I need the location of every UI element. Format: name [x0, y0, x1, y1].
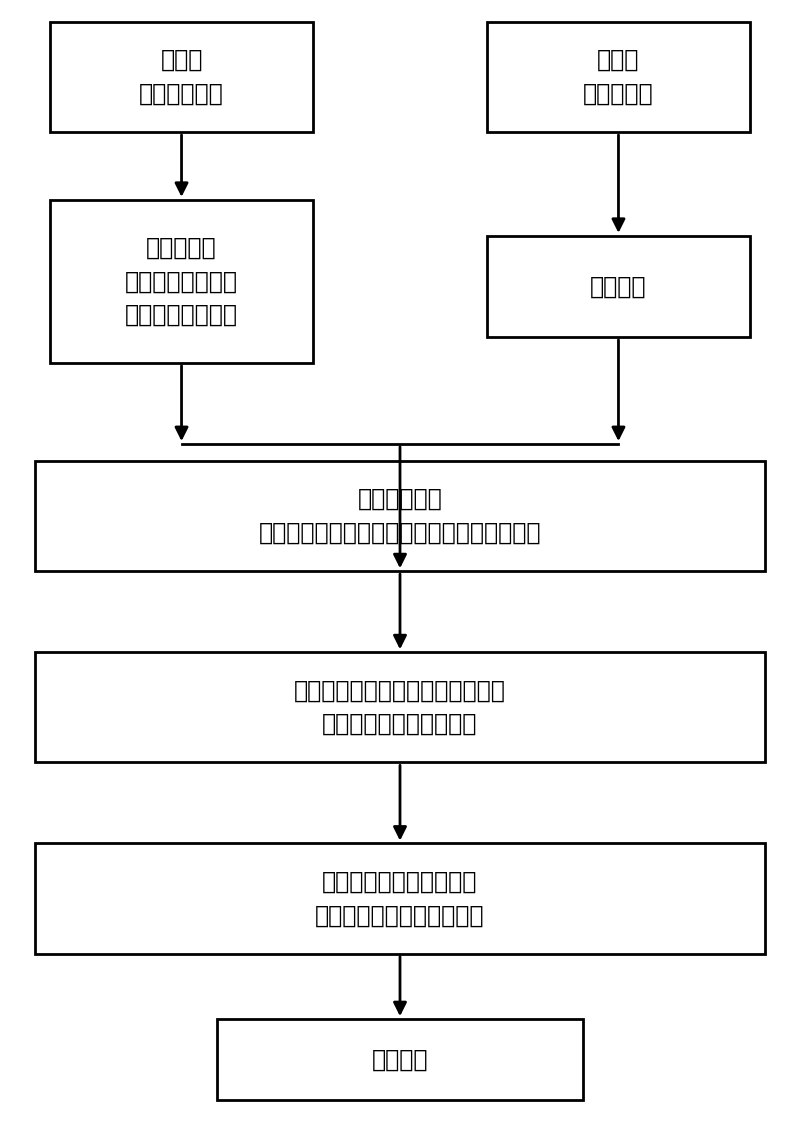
Text: 采用三角切趾函数对复数序列切趾: 采用三角切趾函数对复数序列切趾 [294, 679, 506, 702]
Text: 干涉图: 干涉图 [598, 49, 640, 72]
Text: 组成复数序列: 组成复数序列 [358, 487, 442, 511]
Text: 短双边采样: 短双边采样 [583, 81, 654, 106]
Text: （采用本发明提出: （采用本发明提出 [125, 269, 238, 293]
FancyBboxPatch shape [50, 200, 313, 363]
Text: 的阶跃切趾函数）: 的阶跃切趾函数） [125, 303, 238, 327]
Text: 补零和切趾: 补零和切趾 [146, 235, 217, 259]
FancyBboxPatch shape [218, 1019, 582, 1100]
FancyBboxPatch shape [50, 21, 313, 132]
Text: 两边补零: 两边补零 [590, 275, 646, 299]
Text: 干涉图: 干涉图 [160, 49, 202, 72]
Text: 获得光谱: 获得光谱 [372, 1047, 428, 1071]
Text: 对切趾后的复数序列进行: 对切趾后的复数序列进行 [322, 870, 478, 893]
FancyBboxPatch shape [34, 844, 766, 953]
Text: 过零单边采样: 过零单边采样 [139, 81, 224, 106]
Text: （可采用其它切趾函数）: （可采用其它切趾函数） [322, 713, 478, 736]
FancyBboxPatch shape [487, 235, 750, 337]
FancyBboxPatch shape [34, 653, 766, 762]
Text: （过零单边数据为实部，短双边数据为虚部）: （过零单边数据为实部，短双边数据为虚部） [258, 521, 542, 545]
FancyBboxPatch shape [487, 21, 750, 132]
FancyBboxPatch shape [34, 460, 766, 571]
Text: 快速傅里叶变换和相位校正: 快速傅里叶变换和相位校正 [315, 904, 485, 927]
